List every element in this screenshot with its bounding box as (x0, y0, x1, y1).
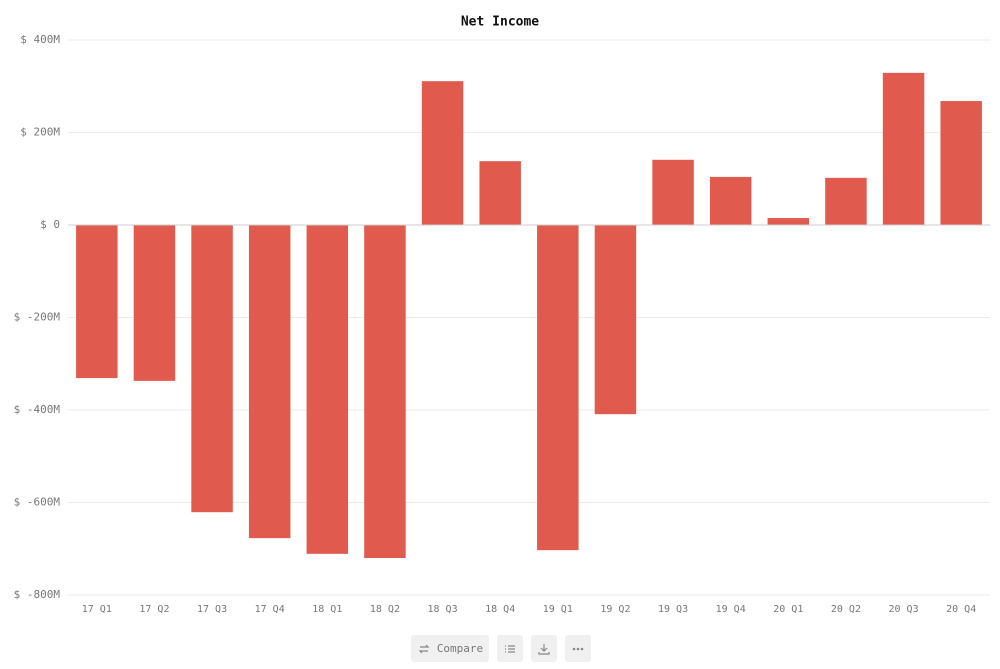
x-tick-label: 17 Q3 (197, 604, 227, 615)
bar (191, 225, 233, 513)
download-icon (538, 643, 550, 655)
x-tick-label: 18 Q2 (370, 604, 400, 615)
more-button[interactable] (565, 635, 591, 662)
y-tick-label: $ -800M (14, 588, 61, 601)
bar (76, 225, 118, 379)
x-tick-label: 20 Q1 (773, 604, 803, 615)
bar (306, 225, 349, 554)
x-tick-label: 20 Q4 (946, 604, 976, 615)
bar (133, 225, 176, 381)
bar (940, 101, 982, 225)
compare-label: Compare (436, 642, 484, 655)
x-tick-label: 20 Q2 (831, 604, 861, 615)
x-tick-label: 19 Q2 (600, 604, 630, 615)
chart: Net Income $ -800M $ -600M $ -400M $ -200M $… (14, 15, 990, 615)
bar (709, 176, 752, 225)
x-tick-label: 19 Q1 (543, 604, 573, 615)
y-tick-label: $ -600M (14, 496, 61, 509)
y-tick-label: $ 400M (20, 33, 60, 46)
list-icon (505, 644, 515, 653)
bar (767, 218, 810, 225)
bar (652, 159, 694, 225)
y-tick-label: $ -400M (14, 403, 61, 416)
compare-button[interactable]: Compare (411, 635, 489, 662)
x-tick-label: 17 Q4 (255, 604, 285, 615)
more-icon (572, 647, 584, 650)
x-tick-label: 17 Q2 (139, 604, 169, 615)
download-button[interactable] (531, 635, 557, 662)
x-tick-label: 17 Q1 (82, 604, 112, 615)
x-tick-label: 20 Q3 (889, 604, 919, 615)
bar (537, 225, 579, 551)
x-tick-label: 18 Q4 (485, 604, 515, 615)
bar (882, 72, 925, 226)
x-tick-label: 18 Q3 (428, 604, 458, 615)
compare-icon (418, 644, 430, 653)
bar (364, 225, 406, 558)
bar (594, 225, 637, 415)
y-tick-label: $ 0 (40, 218, 60, 231)
bar (248, 225, 291, 539)
bar (479, 161, 521, 225)
bar (825, 177, 867, 225)
x-tick-label: 18 Q1 (312, 604, 342, 615)
list-button[interactable] (497, 635, 523, 662)
bar (421, 81, 464, 225)
chart-title: Net Income (461, 15, 539, 30)
x-tick-label: 19 Q4 (716, 604, 746, 615)
x-tick-label: 19 Q3 (658, 604, 688, 615)
y-tick-label: $ -200M (14, 311, 61, 324)
y-tick-label: $ 200M (20, 126, 60, 139)
